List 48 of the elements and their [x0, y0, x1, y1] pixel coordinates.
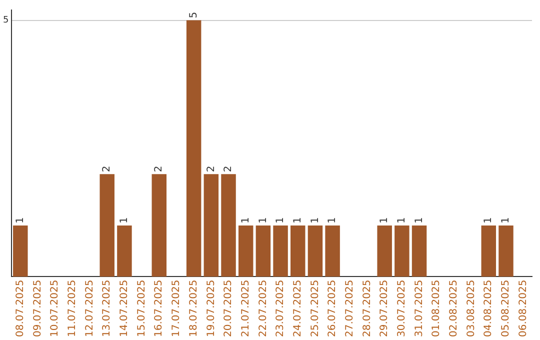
data-label: 1 — [14, 217, 26, 224]
data-label: 1 — [240, 217, 252, 224]
data-label: 1 — [396, 217, 408, 224]
x-tick-label: 18.07.2025 — [188, 280, 200, 338]
x-tick-label: 02.08.2025 — [448, 280, 460, 338]
x-tick-label: 27.07.2025 — [344, 280, 356, 338]
x-tick-label: 15.07.2025 — [136, 280, 148, 338]
x-tick-label: 31.07.2025 — [414, 280, 425, 338]
data-label: 1 — [483, 217, 494, 224]
x-tick-label: 25.07.2025 — [310, 280, 321, 338]
x-tick-label: 08.07.2025 — [14, 280, 26, 338]
data-label: 1 — [414, 217, 425, 224]
x-tick-label: 28.07.2025 — [362, 280, 373, 338]
x-tick-label: 06.08.2025 — [518, 280, 529, 338]
data-label: 1 — [500, 217, 512, 224]
x-tick-label: 30.07.2025 — [396, 280, 408, 338]
x-tick-label: 24.07.2025 — [292, 280, 304, 338]
data-label: 1 — [275, 217, 286, 224]
x-tick-label: 20.07.2025 — [223, 280, 234, 338]
x-tick-label: 22.07.2025 — [258, 280, 269, 338]
x-tick-label: 05.08.2025 — [500, 280, 512, 338]
x-tick-label: 16.07.2025 — [154, 280, 165, 338]
data-label: 1 — [258, 217, 269, 224]
x-tick-label: 10.07.2025 — [50, 280, 61, 338]
x-tick-label: 19.07.2025 — [206, 280, 217, 338]
x-tick-label: 14.07.2025 — [119, 280, 130, 338]
data-label: 1 — [119, 217, 130, 224]
data-label: 1 — [310, 217, 321, 224]
data-label: 1 — [292, 217, 304, 224]
data-label: 2 — [154, 166, 165, 172]
x-tick-label: 23.07.2025 — [275, 280, 286, 338]
data-label: 2 — [206, 166, 217, 172]
data-label: 5 — [188, 12, 200, 18]
x-tick-label: 13.07.2025 — [102, 280, 113, 338]
x-tick-label: 11.07.2025 — [67, 280, 78, 338]
x-tick-label: 12.07.2025 — [84, 280, 96, 338]
x-tick-label: 17.07.2025 — [171, 280, 182, 338]
data-label: 2 — [223, 166, 234, 172]
x-tick-label: 29.07.2025 — [379, 280, 390, 338]
x-tick-label: 04.08.2025 — [483, 280, 494, 338]
data-label: 1 — [379, 217, 390, 224]
data-label: 1 — [327, 217, 338, 224]
x-tick-label: 03.08.2025 — [466, 280, 477, 338]
data-label: 2 — [102, 166, 113, 172]
x-tick-label: 09.07.2025 — [32, 280, 44, 338]
x-tick-label: 21.07.2025 — [240, 280, 252, 338]
x-tick-label: 01.08.2025 — [431, 280, 442, 338]
x-tick-label: 26.07.2025 — [327, 280, 338, 338]
